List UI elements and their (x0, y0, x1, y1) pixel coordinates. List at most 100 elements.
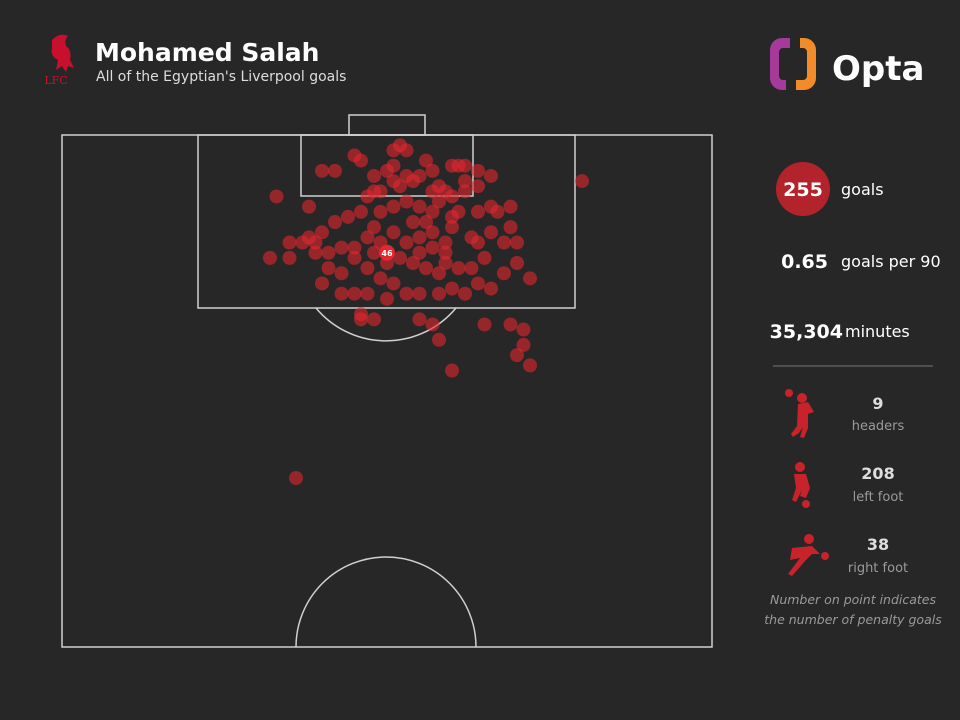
goal-point (373, 204, 388, 219)
goal-point (347, 286, 362, 301)
goal-point (477, 317, 492, 332)
goal-point (516, 337, 531, 352)
minutes-value: 35,304 (770, 321, 843, 343)
goal-point (341, 209, 355, 224)
goal-point (425, 163, 440, 178)
goal-point (373, 184, 388, 199)
goal-point (438, 256, 453, 270)
pitch (61, 114, 713, 648)
goal-point (419, 261, 433, 276)
goal-point (399, 168, 414, 183)
goal-point (373, 271, 388, 286)
club-name: LFC (44, 74, 67, 87)
goal-point (399, 235, 414, 250)
goal-point (471, 204, 485, 219)
headers-value: 9 (872, 394, 883, 413)
goal-point (432, 179, 446, 194)
goal-point (471, 276, 485, 291)
goal-point (367, 220, 381, 235)
goal-point (425, 204, 440, 219)
penalty-label: 46 (381, 249, 393, 258)
goal-point (386, 158, 401, 173)
goal-point (360, 261, 375, 276)
goal-point (490, 204, 505, 219)
goal-point (458, 174, 472, 189)
goal-point (497, 235, 511, 250)
goal-point (451, 261, 466, 276)
goal-point (367, 168, 381, 183)
goal-point (484, 168, 498, 183)
goal-point (503, 220, 518, 235)
goal-point (438, 245, 453, 260)
goal-point (367, 245, 381, 260)
goal-point (523, 271, 537, 286)
goal-point (503, 317, 518, 332)
goal-point (432, 194, 446, 209)
brand-name: Opta (832, 49, 924, 89)
goal-point (354, 204, 368, 219)
goal-point (315, 163, 329, 178)
goal-point (497, 266, 511, 281)
goal-point (282, 235, 297, 250)
club-crest: LFC (44, 34, 74, 87)
goal-point (328, 215, 342, 230)
goal-point (516, 322, 531, 337)
goals-label: goals (841, 180, 884, 199)
goal-point (419, 215, 433, 230)
goal-point (464, 261, 479, 276)
goals-badge (776, 162, 830, 216)
goal-point (263, 250, 277, 265)
goal-point (347, 250, 362, 265)
goal-point (419, 153, 433, 168)
goal-point (289, 471, 303, 486)
goal-point (399, 194, 414, 209)
goal-point (334, 240, 349, 255)
goal-point (445, 220, 459, 235)
right-foot-value: 38 (867, 535, 889, 554)
goal-point (386, 199, 401, 214)
goal-point (354, 307, 368, 322)
goal-point (406, 256, 420, 270)
goal-point (425, 317, 440, 332)
goal-point (523, 358, 537, 373)
goal-point (458, 286, 472, 301)
goal-point (393, 179, 407, 194)
goals-value: 255 (783, 179, 823, 201)
goal-point (432, 332, 446, 347)
goal-point (315, 225, 329, 240)
goal-point (282, 250, 297, 265)
goal-point (445, 281, 459, 296)
goal-point (315, 276, 329, 291)
left-foot-value: 208 (861, 464, 894, 483)
goal-point (412, 230, 427, 245)
brand-logo: Opta (770, 38, 924, 90)
goal-point (510, 235, 524, 250)
goal-point (367, 312, 381, 327)
goal-point (308, 245, 323, 260)
goal-point (445, 363, 459, 378)
goal-point (471, 179, 485, 194)
goal-point (477, 250, 492, 265)
goal-point (360, 230, 375, 245)
goal-point (412, 245, 427, 260)
icons (785, 389, 829, 576)
goal-point (399, 143, 414, 158)
shot-map: 46 (263, 138, 589, 486)
goal-point (484, 281, 498, 296)
goal-point (328, 163, 342, 178)
goal-point (575, 174, 589, 189)
goal-point (510, 348, 524, 363)
goal-point (308, 235, 323, 250)
title: Mohamed Salah (95, 38, 319, 67)
note: the number of penalty goals (764, 612, 942, 627)
goal-point (347, 240, 362, 255)
goal-point (438, 235, 453, 250)
goal-point (302, 199, 316, 214)
goal-point (399, 286, 414, 301)
goal-point (471, 163, 485, 178)
goal-point (445, 189, 459, 204)
goal-point (432, 286, 446, 301)
goal-point (412, 168, 427, 183)
